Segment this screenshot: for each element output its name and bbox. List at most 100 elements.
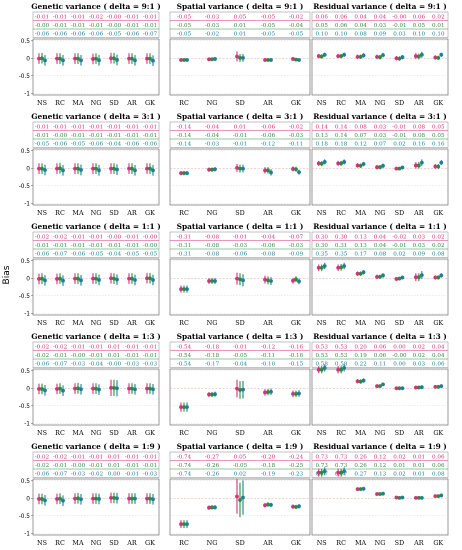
data-point <box>266 168 270 173</box>
x-tick-label: SD <box>235 209 245 217</box>
table-cell: 0.30 <box>315 234 328 240</box>
table-cell: -0.01 <box>71 14 85 20</box>
data-point <box>294 505 298 509</box>
table-cell: -0.01 <box>53 463 67 469</box>
table-cell: -0.01 <box>53 124 67 130</box>
value-table: -0.01 -0.01 -0.01 -0.02 -0.00 -0.01 -0.01-0.00… <box>32 11 160 38</box>
x-tick-label: NS <box>37 429 47 437</box>
data-point <box>112 166 116 171</box>
chart-panel: Spatial variance ( delta = 9:1 ) -0.05 -0.… <box>169 2 311 107</box>
data-point <box>130 386 134 391</box>
x-tick-label: NG <box>91 539 102 547</box>
table-cell: -0.03 <box>143 361 158 367</box>
data-point <box>355 163 360 168</box>
data-point <box>336 470 341 475</box>
x-tick-label: MA <box>355 319 367 327</box>
y-tick-label: -1 <box>24 311 30 317</box>
value-table: -0.02 -0.02 -0.01 -0.01 0.01 -0.01 -0.01-0.02-… <box>32 341 160 368</box>
data-point <box>133 496 137 501</box>
data-point <box>94 56 98 61</box>
table-cell: 0.06 <box>335 14 348 20</box>
y-tick-label: 0 <box>26 56 30 62</box>
data-point <box>263 58 267 62</box>
table-frame <box>169 341 311 368</box>
table-frame <box>169 11 311 38</box>
table-cell: -0.07 <box>53 251 68 257</box>
table-cell: 0.09 <box>413 251 426 257</box>
table-cell: 0.58 <box>335 361 348 367</box>
panel-title: Residual variance ( delta = 9:1 ) <box>313 2 447 11</box>
data-point <box>148 166 152 171</box>
data-point <box>355 271 360 276</box>
data-point <box>355 54 360 59</box>
data-point <box>361 162 366 166</box>
table-cell: 0.13 <box>315 133 328 139</box>
table-cell: -0.06 <box>143 141 158 147</box>
data-point <box>413 54 418 59</box>
table-cell: -0.01 <box>125 23 139 29</box>
panel-title: Spatial variance ( delta = 9:1 ) <box>177 2 304 11</box>
data-point <box>94 386 98 391</box>
table-cell: -0.02 <box>392 234 407 240</box>
table-cell: 0.06 <box>432 463 445 469</box>
data-point <box>94 496 98 501</box>
table-cell: -0.00 <box>35 23 50 29</box>
table-cell: -0.05 <box>177 31 192 37</box>
table-cell: -0.18 <box>205 344 220 350</box>
table-cell: -0.06 <box>53 141 68 147</box>
table-cell: -0.01 <box>233 141 247 147</box>
data-point <box>61 168 65 173</box>
table-cell: -0.08 <box>205 243 220 249</box>
table-cell: -0.11 <box>289 141 303 147</box>
table-cell: 0.05 <box>315 23 328 29</box>
y-tick-label: -0.5 <box>19 74 31 80</box>
data-point <box>336 54 341 59</box>
table-cell: -0.02 <box>35 454 50 460</box>
x-tick-label: SD <box>235 539 245 547</box>
x-tick-label: SD <box>235 429 245 437</box>
table-cell: -0.01 <box>392 133 406 139</box>
table-cell: -0.05 <box>261 14 276 20</box>
x-tick-label: AR <box>262 429 273 437</box>
data-point <box>112 276 116 281</box>
data-point <box>316 54 321 59</box>
plot-area: 0.5 0 -0.5 -1 <box>19 368 160 427</box>
x-tick-label: AR <box>126 539 137 547</box>
data-point <box>361 486 366 491</box>
data-point <box>342 264 347 268</box>
table-cell: 0.03 <box>413 234 426 240</box>
plot-frame <box>311 148 449 206</box>
plot-area: 0.5 0 -0.5 -1 <box>19 258 160 317</box>
data-point <box>439 384 444 389</box>
data-point <box>439 493 444 498</box>
table-cell: -0.05 <box>177 14 192 20</box>
value-table: 0.73 0.73 0.26 0.12 0.02 0.01 0.06 0.73 0.73 0.26… <box>311 451 449 478</box>
x-tick-label: NG <box>207 99 218 107</box>
plot-frame <box>32 148 160 206</box>
data-point <box>378 274 382 279</box>
table-cell: -0.01 <box>89 463 103 469</box>
table-cell: 0.00 <box>108 471 121 477</box>
plot-frame <box>169 38 311 96</box>
data-point <box>58 56 62 61</box>
data-point <box>400 495 405 500</box>
data-point <box>322 160 327 164</box>
data-point <box>294 391 298 396</box>
table-cell: 0.04 <box>374 243 387 249</box>
table-cell: -0.01 <box>125 124 139 130</box>
data-point <box>55 56 59 61</box>
table-cell: 0.01 <box>234 124 246 130</box>
x-tick-label: RC <box>336 319 346 327</box>
table-cell: -0.06 <box>35 361 50 367</box>
table-cell: 0.01 <box>108 353 120 359</box>
data-point <box>241 56 245 60</box>
data-point <box>413 163 418 168</box>
table-cell: -0.01 <box>71 454 85 460</box>
table-cell: -0.06 <box>35 251 50 257</box>
table-cell: -0.05 <box>233 463 248 469</box>
table-cell: 0.04 <box>354 14 367 20</box>
table-cell: -0.03 <box>289 133 304 139</box>
data-point <box>40 166 44 171</box>
chart-panel: Residual variance ( delta = 1:9 )0.73 0.7… <box>311 442 449 547</box>
data-point <box>291 391 295 396</box>
